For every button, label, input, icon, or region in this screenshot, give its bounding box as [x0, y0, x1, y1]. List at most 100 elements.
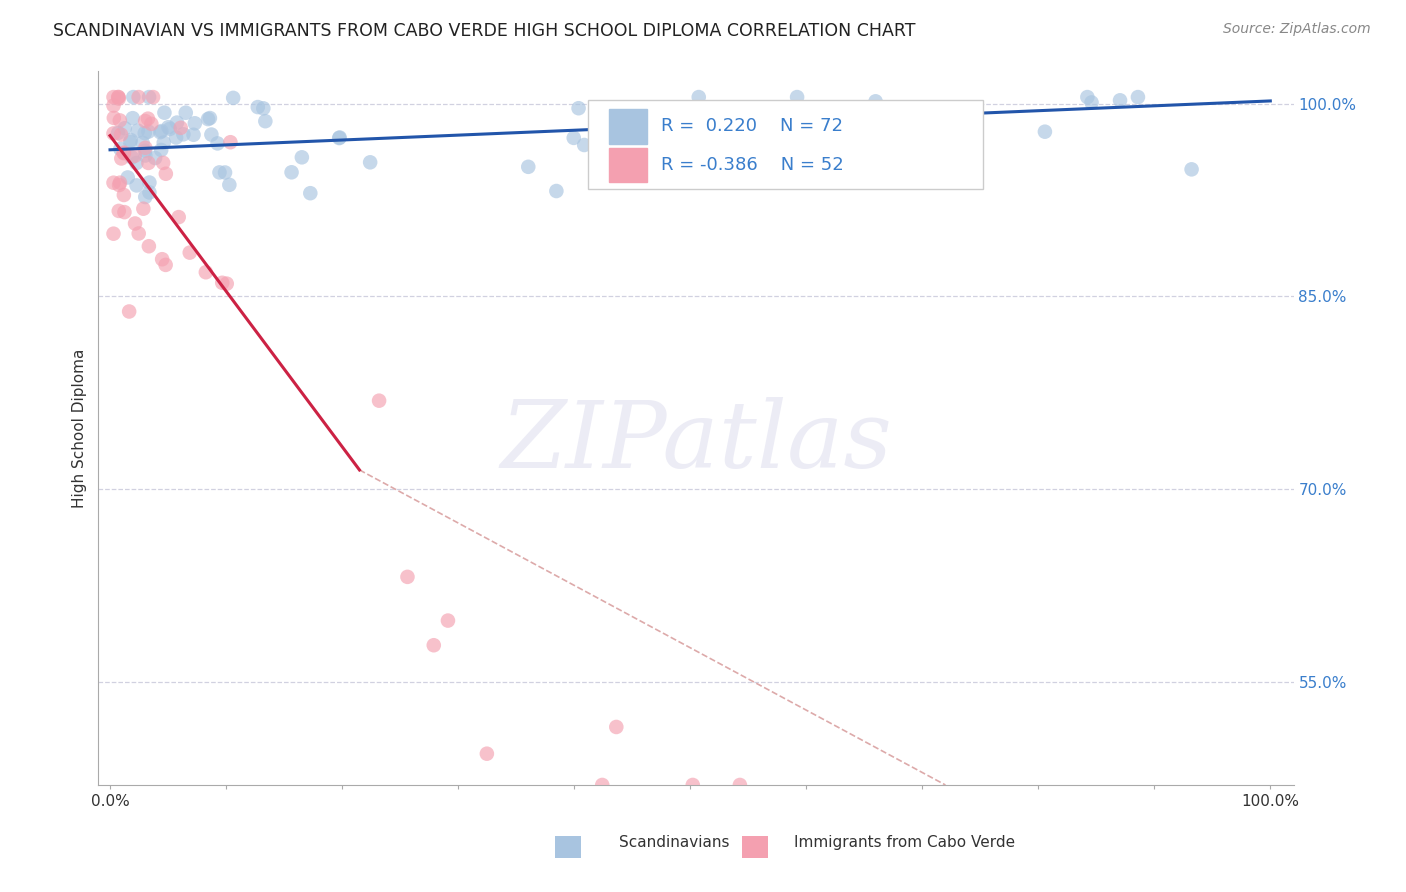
- Point: [208, 165, 231, 179]
- Point: [134, 141, 156, 155]
- Point: [112, 188, 135, 202]
- Bar: [609, 110, 647, 144]
- Point: [138, 125, 160, 139]
- Point: [179, 245, 201, 260]
- Point: [141, 117, 163, 131]
- Point: [142, 90, 165, 104]
- Text: R = -0.386    N = 52: R = -0.386 N = 52: [661, 156, 844, 174]
- Point: [396, 570, 419, 584]
- Point: [170, 120, 193, 135]
- Point: [138, 186, 160, 200]
- Point: [630, 145, 652, 160]
- Point: [291, 150, 314, 164]
- Point: [134, 144, 156, 158]
- Point: [299, 186, 322, 201]
- Point: [222, 91, 245, 105]
- Point: [138, 90, 160, 104]
- Point: [152, 156, 174, 170]
- Point: [198, 111, 221, 125]
- Point: [423, 638, 446, 652]
- Point: [605, 720, 627, 734]
- Point: [786, 90, 808, 104]
- Point: [149, 125, 172, 139]
- Y-axis label: High School Diploma: High School Diploma: [72, 349, 87, 508]
- Point: [120, 135, 142, 149]
- Point: [682, 778, 704, 792]
- Point: [200, 128, 222, 142]
- Point: [475, 747, 498, 761]
- Point: [103, 127, 125, 141]
- Point: [122, 90, 145, 104]
- Bar: [609, 148, 647, 182]
- Text: ZIPatlas: ZIPatlas: [501, 398, 891, 487]
- Point: [280, 165, 302, 179]
- Point: [172, 128, 194, 142]
- Point: [246, 100, 269, 114]
- Point: [110, 128, 132, 142]
- Point: [929, 133, 952, 147]
- Point: [120, 133, 142, 147]
- Text: R =  0.220    N = 72: R = 0.220 N = 72: [661, 118, 844, 136]
- Point: [112, 145, 135, 160]
- Point: [128, 227, 150, 241]
- Point: [329, 130, 352, 145]
- Point: [865, 95, 887, 109]
- Point: [174, 105, 197, 120]
- Point: [150, 143, 173, 157]
- Point: [1080, 95, 1102, 110]
- Point: [157, 120, 180, 135]
- Point: [134, 114, 156, 128]
- Point: [132, 202, 155, 216]
- Point: [359, 155, 381, 169]
- Point: [167, 210, 190, 224]
- Point: [1109, 93, 1132, 107]
- Point: [155, 258, 177, 272]
- Point: [103, 227, 125, 241]
- Point: [211, 276, 233, 290]
- Point: [1126, 90, 1149, 104]
- Point: [118, 304, 141, 318]
- Point: [214, 165, 236, 179]
- Point: [159, 122, 181, 136]
- Point: [152, 136, 174, 150]
- Point: [1181, 162, 1204, 177]
- Point: [688, 90, 710, 104]
- Point: [110, 152, 132, 166]
- Point: [131, 136, 153, 150]
- Point: [907, 129, 929, 144]
- Point: [107, 126, 129, 140]
- Point: [125, 156, 148, 170]
- Point: [876, 113, 898, 128]
- Point: [124, 217, 146, 231]
- Point: [112, 205, 135, 219]
- Point: [108, 113, 131, 128]
- Point: [127, 123, 149, 137]
- Point: [143, 151, 166, 165]
- Point: [562, 131, 585, 145]
- Point: [134, 148, 156, 162]
- Point: [184, 116, 207, 130]
- Point: [103, 176, 125, 190]
- Point: [568, 101, 591, 115]
- Point: [437, 614, 460, 628]
- Point: [254, 114, 277, 128]
- Point: [112, 146, 135, 161]
- Point: [150, 124, 173, 138]
- Point: [860, 109, 883, 123]
- Point: [215, 277, 238, 291]
- Text: SCANDINAVIAN VS IMMIGRANTS FROM CABO VERDE HIGH SCHOOL DIPLOMA CORRELATION CHART: SCANDINAVIAN VS IMMIGRANTS FROM CABO VER…: [53, 22, 915, 40]
- Point: [517, 160, 540, 174]
- Point: [207, 136, 229, 151]
- Point: [574, 138, 596, 153]
- Point: [134, 126, 156, 140]
- Text: Immigrants from Cabo Verde: Immigrants from Cabo Verde: [794, 836, 1015, 850]
- Point: [138, 156, 160, 170]
- Point: [328, 131, 350, 145]
- Point: [194, 265, 217, 279]
- Point: [218, 178, 240, 192]
- Point: [121, 111, 143, 125]
- Point: [219, 135, 242, 149]
- Text: Source: ZipAtlas.com: Source: ZipAtlas.com: [1223, 22, 1371, 37]
- Point: [107, 203, 129, 218]
- Point: [108, 178, 131, 192]
